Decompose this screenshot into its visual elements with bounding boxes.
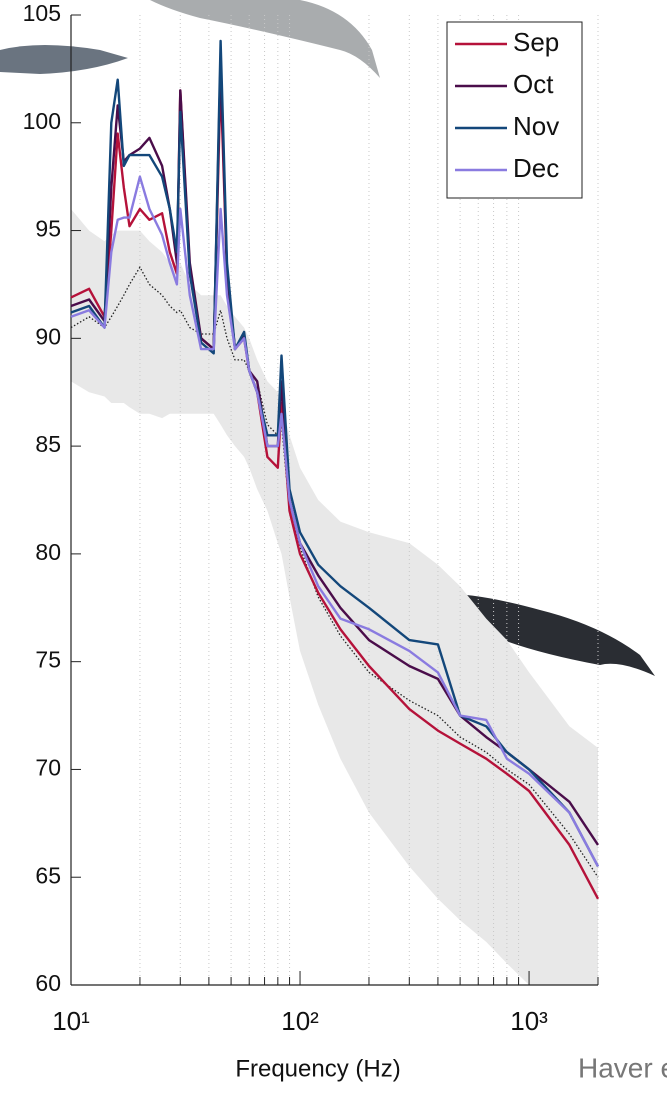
legend-label: Nov (513, 111, 559, 141)
legend-box (446, 21, 583, 199)
y-tick-label: 60 (35, 970, 61, 996)
y-tick-label: 80 (35, 539, 61, 565)
y-tick-label: 100 (23, 108, 61, 134)
y-tick-label: 95 (35, 216, 61, 242)
y-tick-label: 75 (35, 647, 61, 673)
x-tick-label: 10¹ (52, 1006, 90, 1036)
series-line (70, 175, 600, 867)
range-band (71, 209, 598, 985)
y-tick-label: 85 (35, 431, 61, 457)
y-tick-label: 90 (35, 323, 61, 349)
y-tick-label: 105 (23, 0, 61, 26)
x-axis-label: Frequency (Hz) (235, 1055, 400, 1082)
source-note: Haver et (578, 1052, 667, 1083)
whale-icon (0, 45, 128, 74)
legend-label: Oct (513, 69, 554, 99)
series-line (70, 39, 600, 867)
legend-label: Dec (513, 153, 559, 183)
y-tick-label: 65 (35, 862, 61, 888)
x-tick-label: 10² (281, 1006, 319, 1036)
x-tick-label: 10³ (510, 1006, 548, 1036)
legend-label: Sep (513, 27, 559, 57)
whale-icon (150, 0, 380, 78)
y-tick-label: 70 (35, 755, 61, 781)
